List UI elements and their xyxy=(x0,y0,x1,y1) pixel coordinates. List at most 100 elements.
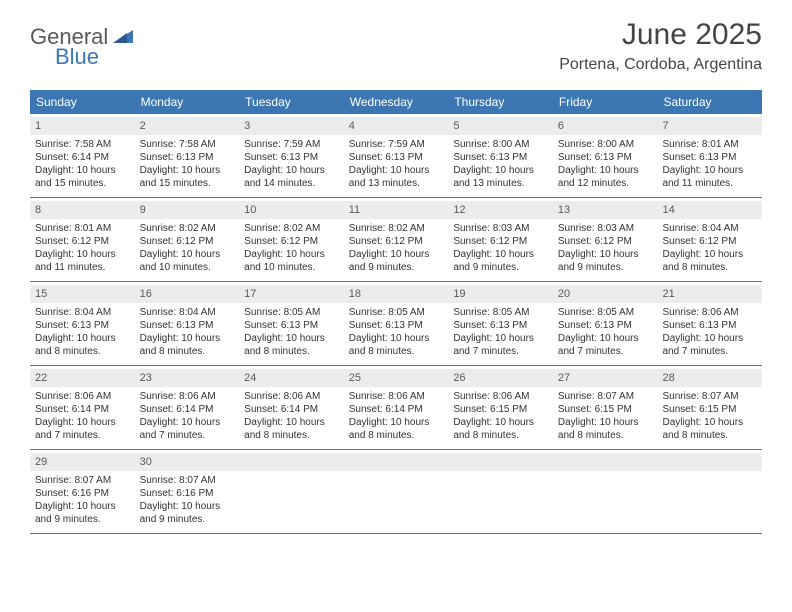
sunset-text: Sunset: 6:12 PM xyxy=(140,235,235,248)
day-number: 16 xyxy=(135,285,240,303)
day-cell: 23 Sunrise: 8:06 AMSunset: 6:14 PMDayligh… xyxy=(135,366,240,449)
day-number xyxy=(657,453,762,471)
daylight-text: Daylight: 10 hours and 12 minutes. xyxy=(558,164,653,190)
sunset-text: Sunset: 6:16 PM xyxy=(35,487,130,500)
empty-cell xyxy=(553,450,658,533)
day-number: 10 xyxy=(239,201,344,219)
empty-cell xyxy=(344,450,449,533)
dayname-row: SundayMondayTuesdayWednesdayThursdayFrid… xyxy=(30,90,762,114)
sunset-text: Sunset: 6:13 PM xyxy=(662,151,757,164)
daylight-text: Daylight: 10 hours and 8 minutes. xyxy=(349,332,444,358)
sunset-text: Sunset: 6:12 PM xyxy=(35,235,130,248)
sunrise-text: Sunrise: 8:06 AM xyxy=(140,390,235,403)
dayname-label: Monday xyxy=(135,90,240,114)
sunrise-text: Sunrise: 8:03 AM xyxy=(453,222,548,235)
day-cell: 16Sunrise: 8:04 AMSunset: 6:13 PMDayligh… xyxy=(135,282,240,365)
month-title: June 2025 xyxy=(559,18,762,52)
sunset-text: Sunset: 6:13 PM xyxy=(349,319,444,332)
sunrise-text: Sunrise: 7:59 AM xyxy=(349,138,444,151)
day-number: 22 xyxy=(30,369,135,387)
sunrise-text: Sunrise: 8:05 AM xyxy=(558,306,653,319)
day-number: 15 xyxy=(30,285,135,303)
dayname-label: Sunday xyxy=(30,90,135,114)
day-number: 30 xyxy=(135,453,240,471)
header: General Blue June 2025 Portena, Cordoba,… xyxy=(0,0,792,82)
daylight-text: Daylight: 10 hours and 7 minutes. xyxy=(140,416,235,442)
day-number: 17 xyxy=(239,285,344,303)
day-cell: 10Sunrise: 8:02 AMSunset: 6:12 PMDayligh… xyxy=(239,198,344,281)
sunrise-text: Sunrise: 8:04 AM xyxy=(662,222,757,235)
week-row: 22Sunrise: 8:06 AMSunset: 6:14 PMDayligh… xyxy=(30,366,762,450)
sunset-text: Sunset: 6:12 PM xyxy=(453,235,548,248)
sunset-text: Sunset: 6:12 PM xyxy=(662,235,757,248)
title-area: June 2025 Portena, Cordoba, Argentina xyxy=(559,18,762,74)
daylight-text: Daylight: 10 hours and 9 minutes. xyxy=(35,500,130,526)
daylight-text: Daylight: 10 hours and 15 minutes. xyxy=(35,164,130,190)
sunrise-text: Sunrise: 8:05 AM xyxy=(453,306,548,319)
day-cell: 29Sunrise: 8:07 AMSunset: 6:16 PMDayligh… xyxy=(30,450,135,533)
dayname-label: Thursday xyxy=(448,90,553,114)
day-number: 27 xyxy=(553,369,658,387)
day-cell: 7Sunrise: 8:01 AMSunset: 6:13 PMDaylight… xyxy=(657,114,762,197)
location-label: Portena, Cordoba, Argentina xyxy=(559,56,762,74)
sunrise-text: Sunrise: 7:58 AM xyxy=(140,138,235,151)
sunset-text: Sunset: 6:13 PM xyxy=(140,319,235,332)
dayname-label: Wednesday xyxy=(344,90,449,114)
daylight-text: Daylight: 10 hours and 9 minutes. xyxy=(140,500,235,526)
dayname-label: Friday xyxy=(553,90,658,114)
sunrise-text: Sunrise: 8:06 AM xyxy=(349,390,444,403)
day-cell: 27Sunrise: 8:07 AMSunset: 6:15 PMDayligh… xyxy=(553,366,658,449)
daylight-text: Daylight: 10 hours and 8 minutes. xyxy=(662,248,757,274)
sunset-text: Sunset: 6:13 PM xyxy=(244,319,339,332)
daylight-text: Daylight: 10 hours and 11 minutes. xyxy=(662,164,757,190)
day-number: 29 xyxy=(30,453,135,471)
day-cell: 30Sunrise: 8:07 AMSunset: 6:16 PMDayligh… xyxy=(135,450,240,533)
daylight-text: Daylight: 10 hours and 8 minutes. xyxy=(349,416,444,442)
sunset-text: Sunset: 6:13 PM xyxy=(349,151,444,164)
daylight-text: Daylight: 10 hours and 14 minutes. xyxy=(244,164,339,190)
day-cell: 2Sunrise: 7:58 AMSunset: 6:13 PMDaylight… xyxy=(135,114,240,197)
sunrise-text: Sunrise: 8:02 AM xyxy=(244,222,339,235)
sunrise-text: Sunrise: 8:01 AM xyxy=(35,222,130,235)
day-number: 23 xyxy=(135,369,240,387)
empty-cell xyxy=(448,450,553,533)
sunrise-text: Sunrise: 8:00 AM xyxy=(558,138,653,151)
sunset-text: Sunset: 6:14 PM xyxy=(244,403,339,416)
daylight-text: Daylight: 10 hours and 8 minutes. xyxy=(453,416,548,442)
daylight-text: Daylight: 10 hours and 11 minutes. xyxy=(35,248,130,274)
day-number: 19 xyxy=(448,285,553,303)
logo: General Blue xyxy=(30,18,135,50)
sunset-text: Sunset: 6:13 PM xyxy=(244,151,339,164)
daylight-text: Daylight: 10 hours and 8 minutes. xyxy=(558,416,653,442)
day-cell: 21Sunrise: 8:06 AMSunset: 6:13 PMDayligh… xyxy=(657,282,762,365)
day-cell: 20Sunrise: 8:05 AMSunset: 6:13 PMDayligh… xyxy=(553,282,658,365)
day-number xyxy=(344,453,449,471)
day-number: 11 xyxy=(344,201,449,219)
daylight-text: Daylight: 10 hours and 8 minutes. xyxy=(244,332,339,358)
sunset-text: Sunset: 6:13 PM xyxy=(140,151,235,164)
day-number: 18 xyxy=(344,285,449,303)
empty-cell xyxy=(239,450,344,533)
daylight-text: Daylight: 10 hours and 8 minutes. xyxy=(244,416,339,442)
day-cell: 9Sunrise: 8:02 AMSunset: 6:12 PMDaylight… xyxy=(135,198,240,281)
day-number: 3 xyxy=(239,117,344,135)
day-number: 13 xyxy=(553,201,658,219)
day-cell: 19Sunrise: 8:05 AMSunset: 6:13 PMDayligh… xyxy=(448,282,553,365)
day-number: 2 xyxy=(135,117,240,135)
week-row: 1Sunrise: 7:58 AMSunset: 6:14 PMDaylight… xyxy=(30,114,762,198)
daylight-text: Daylight: 10 hours and 8 minutes. xyxy=(35,332,130,358)
daylight-text: Daylight: 10 hours and 8 minutes. xyxy=(140,332,235,358)
sunset-text: Sunset: 6:14 PM xyxy=(140,403,235,416)
sunset-text: Sunset: 6:12 PM xyxy=(349,235,444,248)
dayname-label: Saturday xyxy=(657,90,762,114)
daylight-text: Daylight: 10 hours and 7 minutes. xyxy=(453,332,548,358)
sunrise-text: Sunrise: 7:58 AM xyxy=(35,138,130,151)
day-number: 9 xyxy=(135,201,240,219)
sunset-text: Sunset: 6:15 PM xyxy=(558,403,653,416)
sunrise-text: Sunrise: 8:05 AM xyxy=(244,306,339,319)
day-cell: 3Sunrise: 7:59 AMSunset: 6:13 PMDaylight… xyxy=(239,114,344,197)
day-number: 20 xyxy=(553,285,658,303)
sunset-text: Sunset: 6:13 PM xyxy=(558,319,653,332)
sunset-text: Sunset: 6:14 PM xyxy=(35,151,130,164)
weeks-container: 1Sunrise: 7:58 AMSunset: 6:14 PMDaylight… xyxy=(30,114,762,534)
